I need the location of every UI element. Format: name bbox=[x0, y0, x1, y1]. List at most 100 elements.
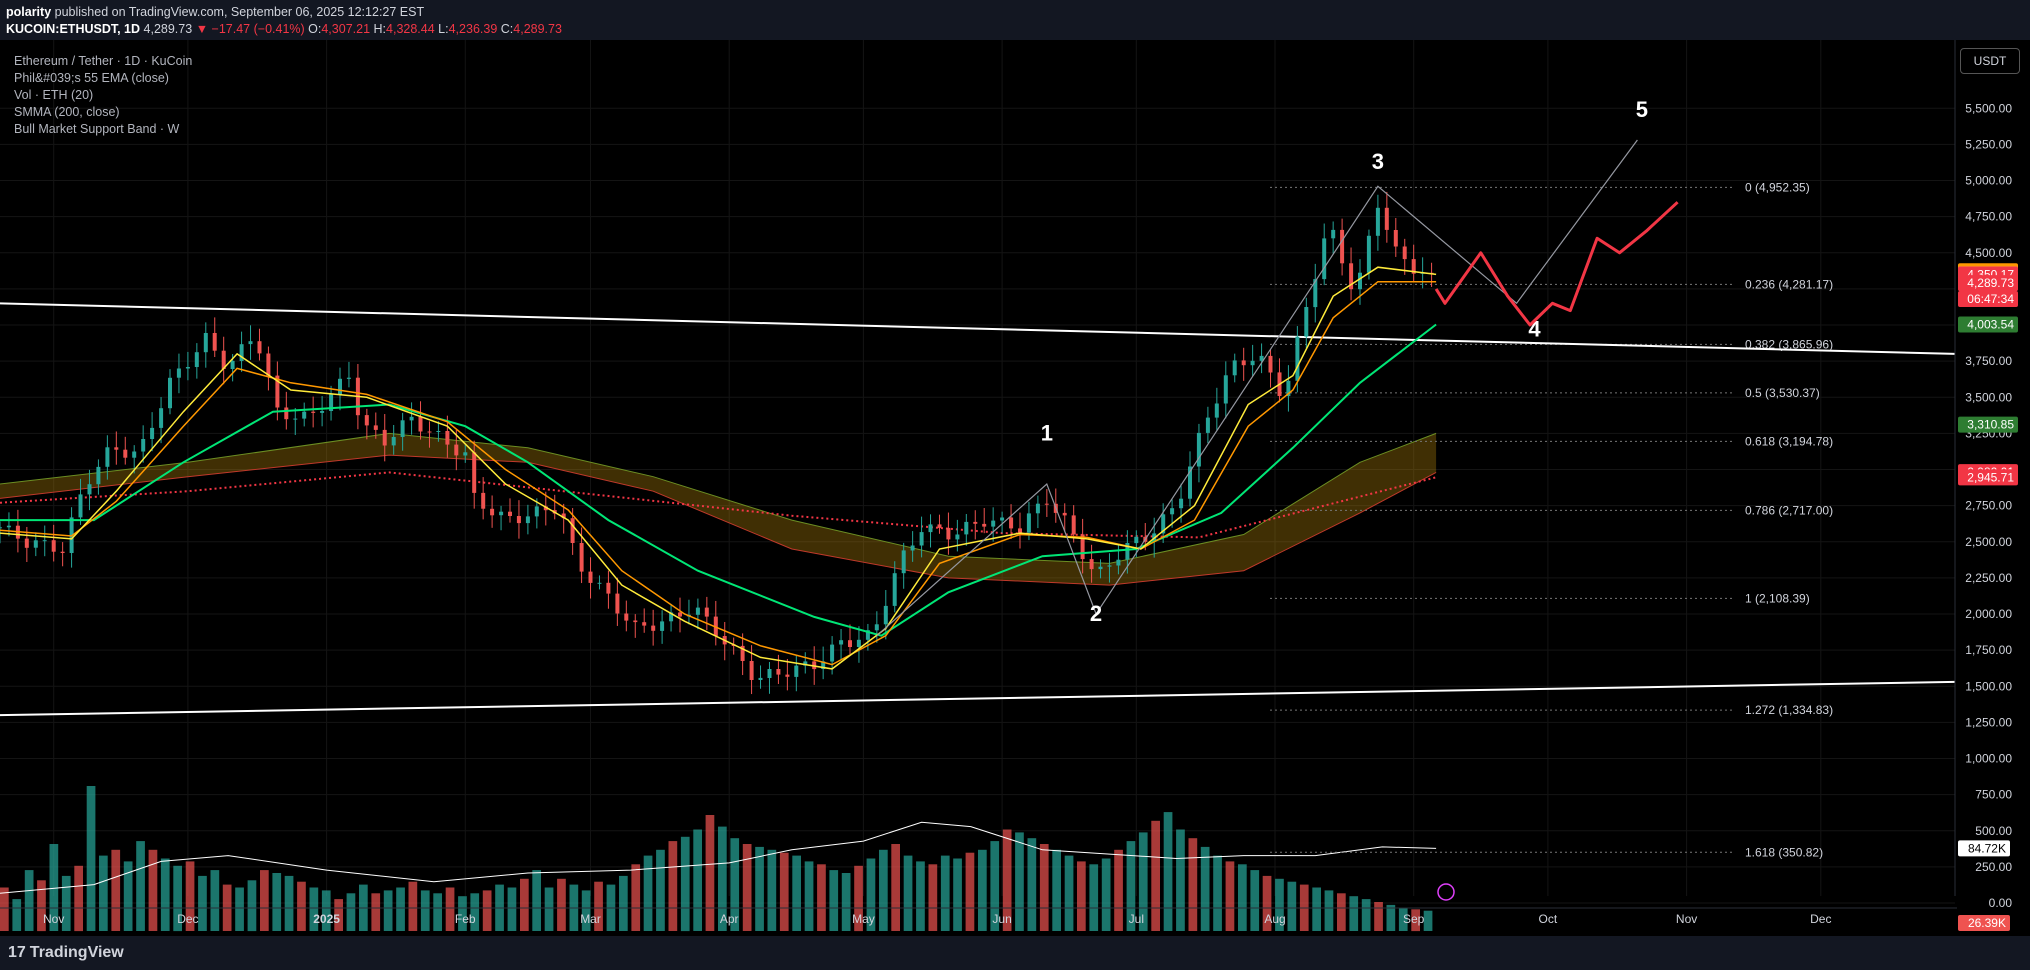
candle-body bbox=[525, 516, 530, 524]
candle-body bbox=[1026, 513, 1031, 533]
legend-ema55[interactable]: Phil&#039;s 55 EMA (close) bbox=[14, 71, 169, 85]
candle-body bbox=[1044, 503, 1049, 505]
candle-body bbox=[114, 447, 119, 450]
candle-body bbox=[1393, 230, 1398, 247]
volume-bar bbox=[879, 849, 888, 931]
candle-body bbox=[409, 416, 414, 421]
volume-bar bbox=[1064, 855, 1074, 931]
legend-bull-band[interactable]: Bull Market Support Band · W bbox=[14, 122, 180, 136]
volume-bar bbox=[940, 855, 950, 931]
volume-bar bbox=[779, 852, 789, 931]
candle-body bbox=[391, 437, 396, 446]
volume-bar bbox=[396, 887, 405, 931]
candle-body bbox=[633, 620, 638, 623]
volume-bar bbox=[1262, 875, 1272, 931]
volume-bar bbox=[383, 890, 393, 931]
candle-body bbox=[382, 429, 387, 446]
candle-body bbox=[928, 524, 933, 533]
price-tag-bg bbox=[1958, 416, 2018, 433]
price-tick-label: 2,250.00 bbox=[1965, 571, 2012, 585]
volume-bar bbox=[1312, 887, 1321, 931]
volume-bar bbox=[557, 878, 566, 931]
price-tag-bg bbox=[1958, 290, 2018, 307]
time-tick-label: Mar bbox=[580, 912, 601, 926]
candle-body bbox=[749, 661, 754, 680]
candle-body bbox=[132, 451, 137, 458]
tradingview-logo[interactable]: 17 TradingView bbox=[8, 944, 124, 962]
candle-body bbox=[892, 573, 897, 606]
candle-body bbox=[1349, 263, 1354, 290]
volume-bar bbox=[482, 890, 492, 931]
ohlc-line: KUCOIN:ETHUSDT, 1D 4,289.73 ▼ −17.47 (−0… bbox=[6, 22, 562, 36]
volume-tag-label: 26.39K bbox=[1968, 916, 2006, 930]
tradingview-brand: TradingView bbox=[29, 944, 124, 961]
candle-body bbox=[150, 427, 155, 439]
candle-body bbox=[1268, 355, 1273, 373]
candle-body bbox=[230, 360, 235, 369]
wave-label-1: 1 bbox=[1041, 421, 1053, 446]
candle-body bbox=[534, 506, 539, 517]
candle-body bbox=[6, 525, 11, 528]
publisher-name[interactable]: polarity bbox=[6, 5, 52, 19]
volume-bar bbox=[470, 893, 480, 931]
volume-bar bbox=[1324, 890, 1334, 931]
volume-bar bbox=[1250, 870, 1260, 931]
legend-volume[interactable]: Vol · ETH (20) bbox=[14, 88, 94, 102]
volume-bar bbox=[1213, 855, 1222, 931]
candle-body bbox=[964, 521, 969, 535]
footer-bar: 17 TradingView bbox=[0, 936, 2030, 970]
candle-body bbox=[991, 520, 996, 527]
bull-band-upper-line bbox=[0, 432, 1437, 564]
price-tick-label: 1,000.00 bbox=[1965, 752, 2012, 766]
volume-bar bbox=[693, 829, 702, 931]
price-tag-bg bbox=[1958, 275, 2018, 292]
volume-bar bbox=[742, 844, 752, 931]
time-tick-label: Jul bbox=[1129, 912, 1144, 926]
candle-body bbox=[1286, 380, 1291, 397]
candle-body bbox=[955, 534, 960, 540]
candle-body bbox=[284, 407, 289, 420]
low-value: 4,236.39 bbox=[448, 22, 498, 36]
candle-body bbox=[1411, 259, 1416, 274]
currency-button[interactable]: USDT bbox=[1960, 48, 2020, 74]
fibonacci-levels: 0 (4,952.35) 0.236 (4,281.17) 0.382 (3,865… bbox=[1270, 180, 1833, 859]
legend-symbol[interactable]: Ethereum / Tether · 1D · KuCoin bbox=[14, 54, 193, 68]
volume-bar bbox=[321, 890, 331, 931]
volume-bar bbox=[1163, 812, 1173, 931]
candle-body bbox=[1009, 517, 1014, 529]
volume-bar bbox=[123, 861, 133, 931]
candle-body bbox=[937, 524, 942, 528]
volume-bar bbox=[817, 864, 826, 931]
lightning-icon bbox=[1437, 883, 1455, 901]
candle-body bbox=[60, 551, 65, 553]
candle-body bbox=[96, 466, 101, 485]
candle-body bbox=[830, 644, 835, 662]
candle-body bbox=[87, 484, 92, 495]
volume-bar bbox=[544, 887, 554, 931]
volume-bar bbox=[346, 893, 356, 931]
tradingview-mark-icon: 17 bbox=[8, 944, 26, 961]
time-tick-label: May bbox=[852, 912, 875, 926]
volume-bar bbox=[1015, 832, 1024, 931]
candle-body bbox=[758, 677, 763, 680]
price-tick-label: 2,000.00 bbox=[1965, 607, 2012, 621]
candle-body bbox=[1188, 466, 1192, 499]
wave-label-3: 3 bbox=[1372, 149, 1384, 174]
price-tag-label: 4,289.73 bbox=[1967, 276, 2014, 290]
symbol-interval: KUCOIN:ETHUSDT, 1D bbox=[6, 22, 141, 36]
candle-body bbox=[42, 540, 47, 542]
legend-smma200[interactable]: SMMA (200, close) bbox=[14, 105, 120, 119]
candle-body bbox=[51, 540, 56, 552]
volume-bar bbox=[643, 855, 653, 931]
volume-bar bbox=[1238, 864, 1247, 931]
high-label: H: bbox=[373, 22, 387, 36]
price-tick-label: 4,500.00 bbox=[1965, 246, 2012, 260]
ema55-line bbox=[0, 323, 1437, 637]
price-chart[interactable]: 0 (4,952.35) 0.236 (4,281.17) 0.382 (3,865… bbox=[0, 40, 2030, 936]
price-tag-bg bbox=[1958, 469, 2018, 486]
volume-bar bbox=[804, 861, 814, 931]
candle-body bbox=[1322, 238, 1327, 280]
candle-body bbox=[499, 511, 504, 516]
volume-bar bbox=[1361, 899, 1371, 931]
candle-body bbox=[1107, 565, 1112, 567]
